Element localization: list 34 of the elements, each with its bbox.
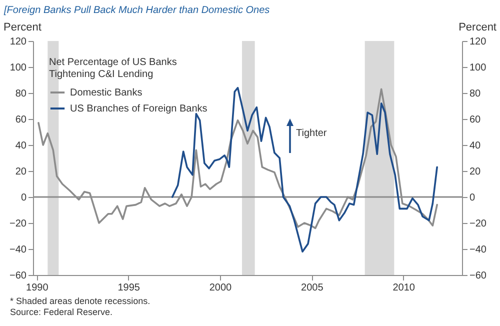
y2-tick-label: 20 bbox=[470, 166, 482, 178]
y-tick-label: 40 bbox=[15, 140, 27, 152]
y-tick-label: 120 bbox=[10, 36, 27, 48]
y-tick-label: −60 bbox=[10, 270, 27, 282]
x-tick-label: 2005 bbox=[301, 282, 324, 294]
y-tick-label: 60 bbox=[15, 114, 27, 126]
y-tick-label: 20 bbox=[15, 166, 27, 178]
y-tick-label: 80 bbox=[15, 88, 27, 100]
y2-tick-label: 80 bbox=[470, 88, 482, 100]
x-tick-label: 1995 bbox=[118, 282, 140, 294]
source-note: Source: Federal Reserve. bbox=[10, 307, 113, 317]
y2-tick-label: −20 bbox=[470, 218, 487, 230]
x-tick-label: 2000 bbox=[209, 282, 232, 294]
y2-axis-title: Percent bbox=[458, 22, 496, 34]
y-tick-label: 100 bbox=[10, 62, 27, 74]
y2-tick-label: 40 bbox=[470, 140, 482, 152]
y-tick-label: −40 bbox=[10, 244, 27, 256]
y-tick-label: 0 bbox=[20, 192, 27, 204]
y2-tick-label: 60 bbox=[470, 114, 482, 126]
y2-tick-label: 100 bbox=[470, 62, 487, 74]
y-axis-title: Percent bbox=[4, 22, 42, 34]
y2-tick-label: 120 bbox=[470, 36, 487, 48]
chart-title: [Foreign Banks Pull Back Much Harder than Domestic Ones bbox=[4, 5, 270, 16]
x-tick-label: 2010 bbox=[392, 282, 416, 294]
y2-tick-label: −60 bbox=[470, 270, 487, 282]
legend-title: Net Percentage of US Banks Tightening C&I Lending bbox=[49, 57, 177, 80]
x-tick-label: 1990 bbox=[26, 282, 49, 294]
y-tick-label: −20 bbox=[10, 218, 27, 230]
text: * Shaded areas denote recessions. bbox=[10, 296, 150, 306]
legend-label: Domestic Banks bbox=[70, 88, 142, 98]
y2-tick-label: 0 bbox=[470, 192, 476, 204]
legend-label: US Branches of Foreign Banks bbox=[70, 104, 208, 114]
annotation: Tighter bbox=[296, 128, 327, 139]
y2-tick-label: −40 bbox=[470, 244, 487, 256]
